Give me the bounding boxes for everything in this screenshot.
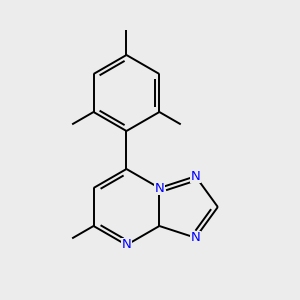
Text: N: N xyxy=(190,170,200,183)
Text: N: N xyxy=(190,231,200,244)
Text: N: N xyxy=(154,182,164,194)
Text: N: N xyxy=(122,238,131,251)
